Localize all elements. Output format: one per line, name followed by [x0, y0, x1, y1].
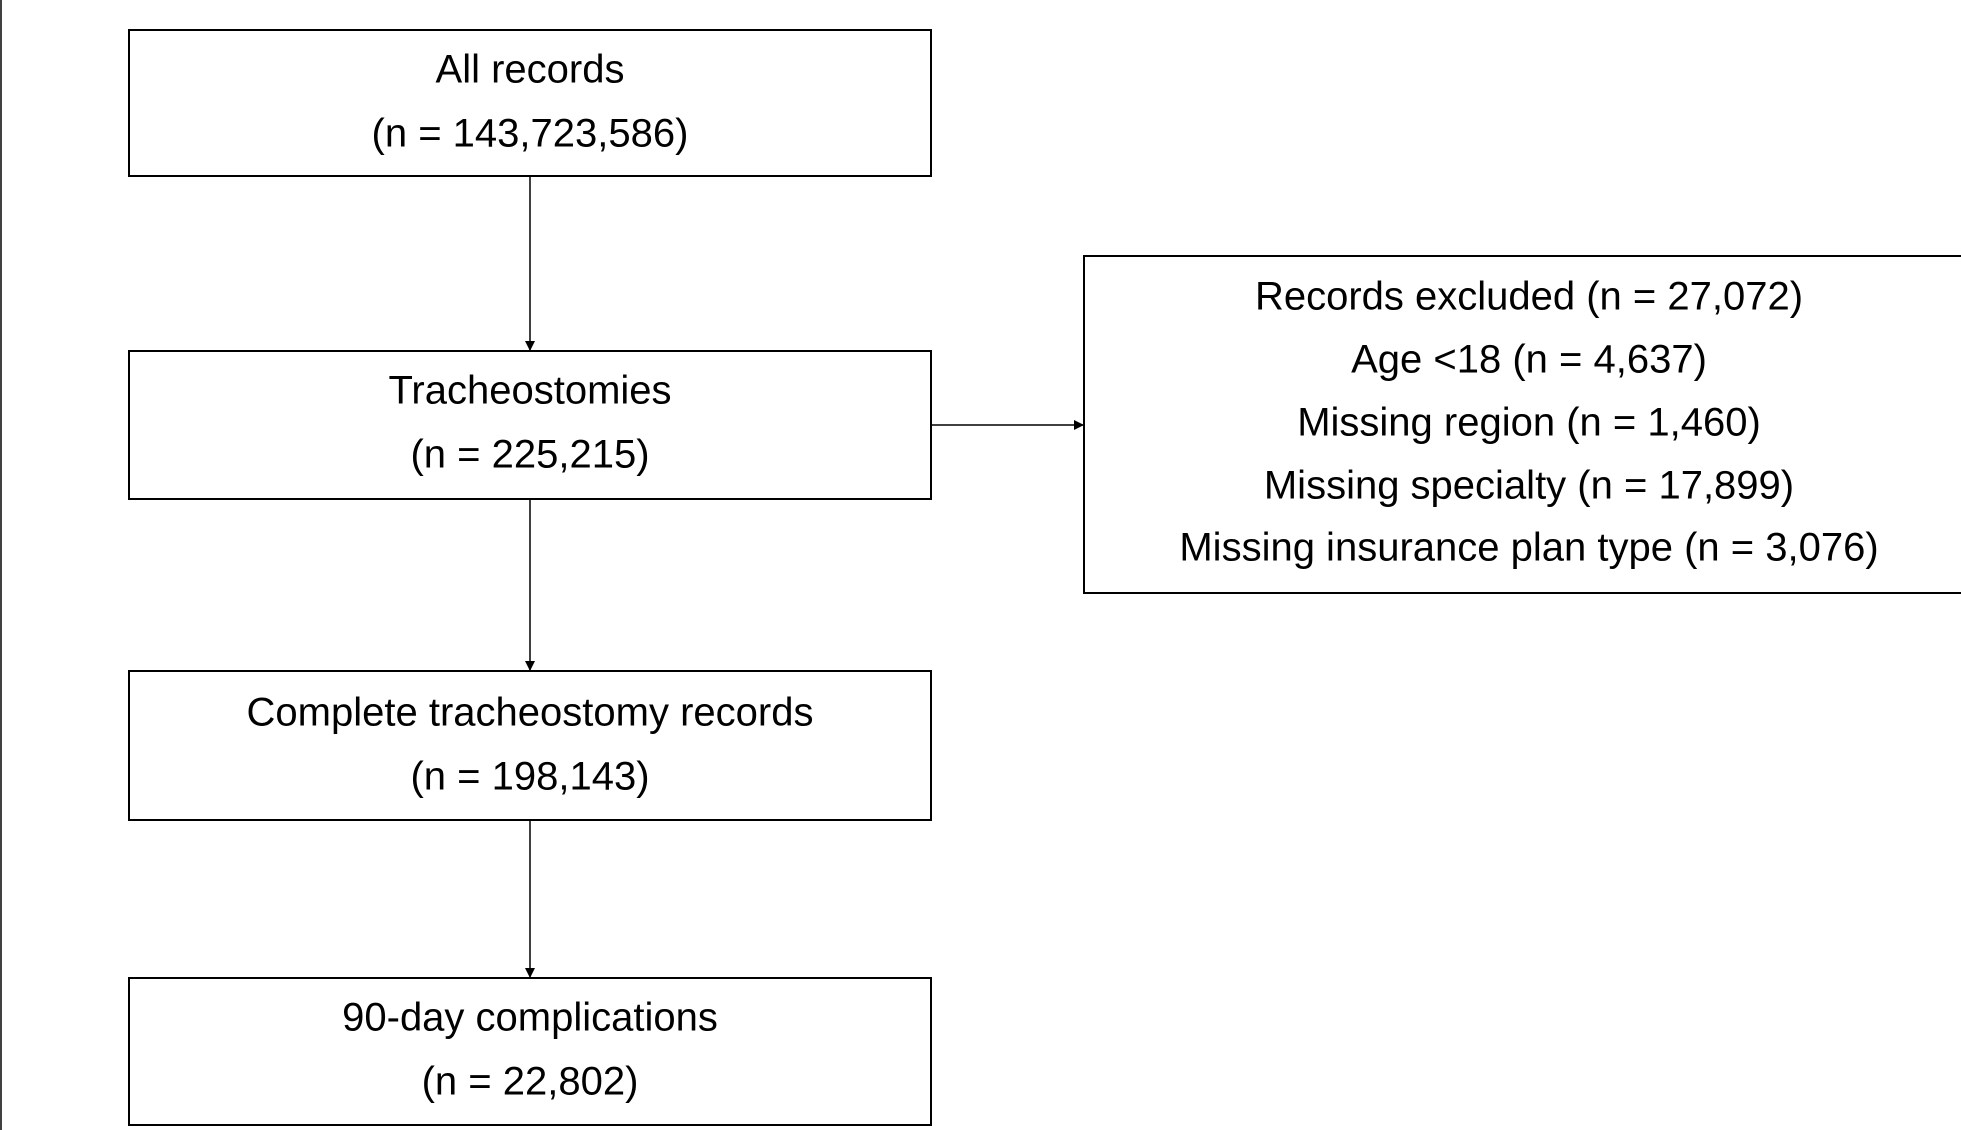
node-text: Records excluded (n = 27,072): [1255, 275, 1803, 319]
node-text: (n = 225,215): [410, 433, 649, 477]
node-text: All records: [436, 48, 625, 92]
node-text: Tracheostomies: [388, 369, 671, 413]
node-text: Complete tracheostomy records: [247, 691, 814, 735]
node-text: Missing insurance plan type (n = 3,076): [1179, 526, 1878, 570]
node-text: (n = 198,143): [410, 755, 649, 799]
node-text: (n = 143,723,586): [372, 112, 689, 156]
node-text: Missing region (n = 1,460): [1297, 401, 1761, 445]
node-text: (n = 22,802): [422, 1060, 639, 1104]
box-excluded: [1083, 255, 1961, 594]
node-text: Age <18 (n = 4,637): [1351, 338, 1707, 382]
node-text: Missing specialty (n = 17,899): [1264, 464, 1794, 508]
box-tracheostomies: [128, 350, 932, 500]
box-complications: [128, 977, 932, 1126]
node-text: 90-day complications: [342, 996, 718, 1040]
